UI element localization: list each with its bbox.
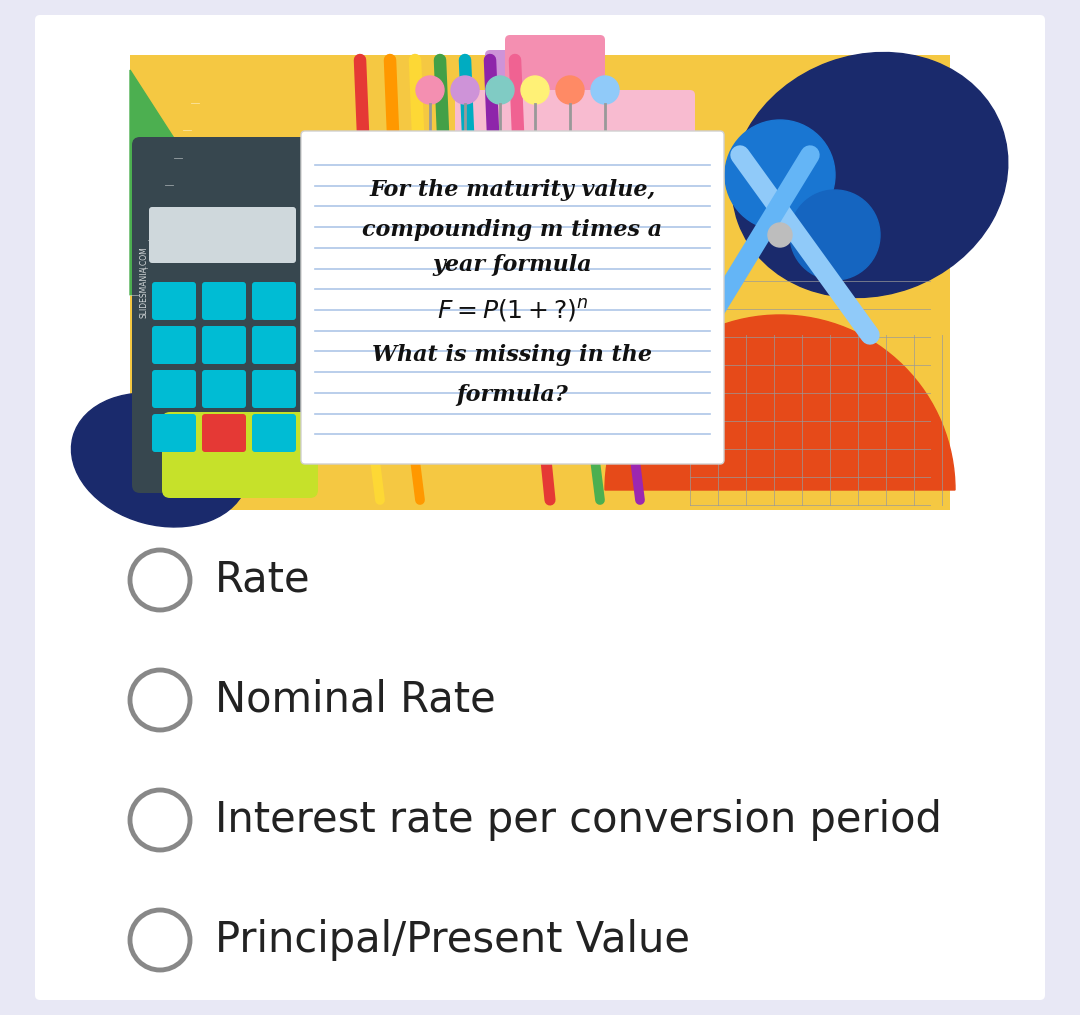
Text: For the maturity value,: For the maturity value, — [369, 179, 656, 201]
FancyBboxPatch shape — [152, 370, 195, 408]
FancyBboxPatch shape — [301, 131, 724, 464]
Text: Principal/Present Value: Principal/Present Value — [215, 919, 690, 961]
Circle shape — [416, 76, 444, 104]
FancyBboxPatch shape — [202, 282, 246, 320]
Polygon shape — [180, 420, 305, 490]
Ellipse shape — [732, 53, 1008, 297]
Text: Nominal Rate: Nominal Rate — [215, 679, 496, 721]
Text: compounding m times a: compounding m times a — [363, 219, 662, 241]
FancyBboxPatch shape — [130, 55, 950, 510]
FancyBboxPatch shape — [252, 414, 296, 452]
FancyBboxPatch shape — [252, 370, 296, 408]
FancyBboxPatch shape — [35, 15, 1045, 1000]
Text: SLIDESMANIA.COM: SLIDESMANIA.COM — [139, 246, 149, 318]
FancyBboxPatch shape — [152, 414, 195, 452]
Circle shape — [725, 120, 835, 230]
FancyBboxPatch shape — [252, 326, 296, 364]
Circle shape — [591, 76, 619, 104]
FancyBboxPatch shape — [202, 326, 246, 364]
Text: $F = P(1+?)^{n}$: $F = P(1+?)^{n}$ — [436, 296, 589, 324]
Circle shape — [486, 76, 514, 104]
FancyBboxPatch shape — [162, 412, 318, 498]
FancyBboxPatch shape — [505, 35, 605, 95]
Circle shape — [789, 190, 880, 280]
FancyBboxPatch shape — [152, 282, 195, 320]
FancyBboxPatch shape — [485, 50, 565, 120]
Wedge shape — [605, 315, 955, 490]
FancyBboxPatch shape — [455, 90, 696, 280]
FancyBboxPatch shape — [132, 137, 313, 493]
Circle shape — [521, 76, 549, 104]
FancyBboxPatch shape — [252, 282, 296, 320]
FancyBboxPatch shape — [149, 207, 296, 263]
Text: Interest rate per conversion period: Interest rate per conversion period — [215, 799, 942, 841]
Circle shape — [451, 76, 480, 104]
FancyBboxPatch shape — [202, 414, 246, 452]
Circle shape — [556, 76, 584, 104]
Text: year formula: year formula — [433, 254, 592, 276]
Text: Rate: Rate — [215, 559, 311, 601]
FancyBboxPatch shape — [152, 326, 195, 364]
Text: formula?: formula? — [457, 384, 568, 406]
Polygon shape — [130, 70, 275, 295]
FancyBboxPatch shape — [202, 370, 246, 408]
Circle shape — [768, 223, 792, 247]
Text: What is missing in the: What is missing in the — [373, 344, 652, 366]
Ellipse shape — [71, 393, 248, 527]
